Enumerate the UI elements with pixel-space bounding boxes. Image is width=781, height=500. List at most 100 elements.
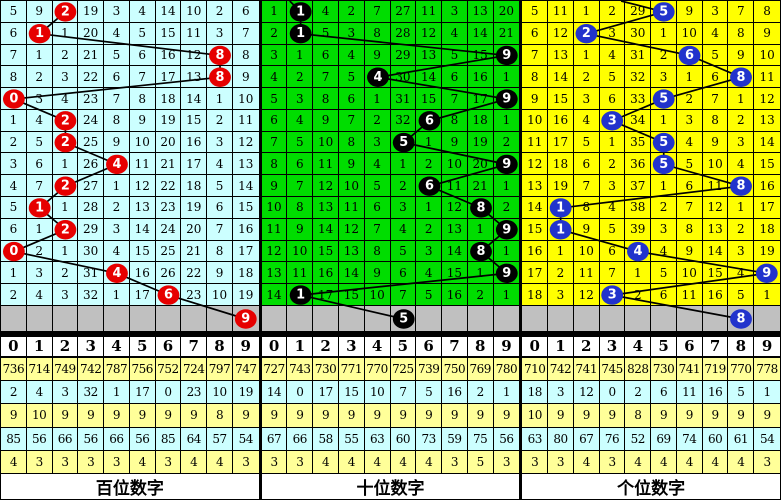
grid-cell: 11 bbox=[522, 131, 549, 154]
grid-cell: 8 bbox=[702, 109, 729, 132]
grid-cell: 24 bbox=[78, 109, 105, 132]
grid-cell: 6 bbox=[232, 1, 259, 23]
pending-cell bbox=[416, 305, 443, 332]
grid-cell: 4 bbox=[313, 1, 339, 23]
pending-cell bbox=[1, 305, 27, 332]
grid-cell: 10 bbox=[702, 153, 729, 176]
grid-cell: 12 bbox=[442, 197, 468, 219]
digit-header-cell: 0 bbox=[1, 337, 27, 356]
grid-cell: 7 bbox=[287, 175, 314, 198]
pending-cell bbox=[467, 305, 494, 332]
grid-cell bbox=[651, 153, 677, 176]
stat-cell: 5 bbox=[728, 381, 755, 405]
grid-cell: 5 bbox=[313, 22, 339, 45]
grid-cell: 5 bbox=[1, 1, 27, 23]
pending-cell bbox=[522, 305, 549, 332]
grid-cell: 10 bbox=[261, 197, 288, 219]
grid-cell: 17 bbox=[181, 153, 208, 176]
grid-cell: 26 bbox=[78, 153, 105, 176]
grid-cell: 7 bbox=[390, 284, 417, 306]
grid-cell: 6 bbox=[207, 197, 233, 219]
grid-cell: 2 bbox=[573, 66, 600, 89]
grid-cell: 1 bbox=[573, 44, 600, 67]
grid-cell bbox=[52, 131, 79, 154]
grid-cell: 2 bbox=[364, 109, 391, 132]
grid-cell: 16 bbox=[129, 262, 156, 285]
grid-cell: 19 bbox=[754, 240, 780, 263]
grid-cell: 21 bbox=[467, 175, 494, 198]
stat-cell: 2 bbox=[467, 381, 494, 405]
grid-cell: 2 bbox=[26, 240, 53, 263]
grid-cell: 2 bbox=[52, 44, 79, 67]
grid-cell: 29 bbox=[625, 1, 652, 23]
grid-cell: 1 bbox=[52, 197, 79, 219]
grid-cell: 1 bbox=[493, 109, 520, 132]
grid-cell: 6 bbox=[364, 197, 391, 219]
grid-cell bbox=[728, 175, 755, 198]
stat-cell: 4 bbox=[702, 450, 729, 474]
grid-cell: 1 bbox=[548, 240, 574, 263]
grid-cell: 15 bbox=[754, 153, 780, 176]
grid-cell: 2 bbox=[599, 1, 626, 23]
grid-cell: 10 bbox=[676, 22, 703, 45]
grid-cell: 16 bbox=[155, 44, 182, 67]
grid-cell: 16 bbox=[442, 284, 468, 306]
grid-cell: 5 bbox=[702, 44, 729, 67]
grid-cell bbox=[573, 22, 600, 45]
stat-cell: 747 bbox=[232, 358, 259, 382]
stat-cell: 9 bbox=[416, 404, 443, 428]
grid-cell bbox=[207, 66, 233, 89]
grid-cell: 9 bbox=[232, 66, 259, 89]
grid-cell: 13 bbox=[338, 240, 365, 263]
stat-cell: 710 bbox=[522, 358, 549, 382]
grid-cell: 9 bbox=[129, 109, 156, 132]
grid-cell: 1 bbox=[104, 284, 130, 306]
grid-cell: 9 bbox=[287, 218, 314, 241]
grid-cell: 2 bbox=[338, 1, 365, 23]
grid-cell: 33 bbox=[625, 88, 652, 110]
grid-cell: 6 bbox=[702, 66, 729, 89]
grid-cell: 4 bbox=[676, 131, 703, 154]
stat-cell: 3 bbox=[548, 381, 574, 405]
grid-cell bbox=[754, 262, 780, 285]
grid-cell: 12 bbox=[313, 175, 339, 198]
stat-cell: 60 bbox=[702, 427, 729, 451]
grid-cell: 2 bbox=[207, 1, 233, 23]
grid-cell: 22 bbox=[155, 175, 182, 198]
grid-cell: 30 bbox=[78, 240, 105, 263]
stat-cell: 9 bbox=[702, 404, 729, 428]
grid-cell: 18 bbox=[548, 153, 574, 176]
grid-cell: 5 bbox=[390, 240, 417, 263]
grid-cell: 1 bbox=[651, 22, 677, 45]
stats-row: 727 743 730 771 770 725 739 750 769 780 bbox=[261, 358, 520, 382]
grid-cell: 2 bbox=[599, 153, 626, 176]
grid-cell: 8 bbox=[338, 131, 365, 154]
grid-cell: 4 bbox=[129, 1, 156, 23]
grid-cell: 11 bbox=[261, 218, 288, 241]
stat-cell: 4 bbox=[26, 381, 53, 405]
grid-cell: 1 bbox=[573, 1, 600, 23]
stat-cell: 10 bbox=[207, 381, 233, 405]
stat-cell: 6 bbox=[651, 381, 677, 405]
stat-cell: 74 bbox=[676, 427, 703, 451]
grid-cell: 3 bbox=[52, 284, 79, 306]
grid-cell: 7 bbox=[207, 218, 233, 241]
grid-cell: 13 bbox=[416, 44, 443, 67]
grid-cell: 5 bbox=[651, 262, 677, 285]
grid-cell bbox=[26, 197, 53, 219]
grid-cell: 4 bbox=[728, 262, 755, 285]
grid-cell: 10 bbox=[676, 262, 703, 285]
stat-cell: 17 bbox=[129, 381, 156, 405]
grid-cell: 2 bbox=[416, 153, 443, 176]
grid-cell: 14 bbox=[129, 218, 156, 241]
stat-cell: 66 bbox=[104, 427, 130, 451]
digit-header-cell: 8 bbox=[728, 337, 755, 356]
stat-cell: 4 bbox=[1, 450, 27, 474]
grid-cell bbox=[26, 22, 53, 45]
pending-cell bbox=[676, 305, 703, 332]
grid-cell: 3 bbox=[676, 109, 703, 132]
grid-cell: 4 bbox=[52, 88, 79, 110]
grid-cell: 14 bbox=[181, 88, 208, 110]
